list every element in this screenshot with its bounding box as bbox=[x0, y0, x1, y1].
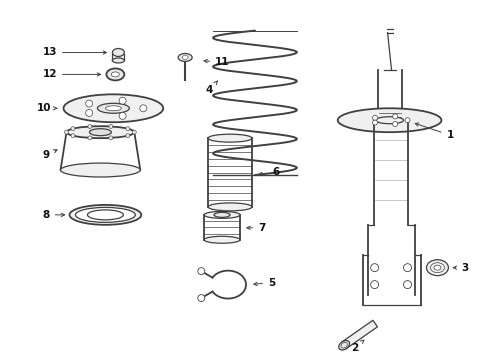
Ellipse shape bbox=[203, 236, 240, 243]
Circle shape bbox=[119, 112, 126, 120]
Text: 2: 2 bbox=[350, 340, 363, 354]
Ellipse shape bbox=[66, 126, 134, 138]
Circle shape bbox=[392, 114, 397, 119]
Ellipse shape bbox=[337, 108, 441, 132]
Ellipse shape bbox=[63, 94, 163, 122]
Circle shape bbox=[119, 97, 126, 104]
Circle shape bbox=[125, 134, 130, 138]
Circle shape bbox=[197, 268, 204, 275]
Ellipse shape bbox=[75, 207, 135, 222]
Ellipse shape bbox=[426, 260, 447, 276]
Ellipse shape bbox=[87, 210, 123, 220]
Text: 8: 8 bbox=[42, 210, 64, 220]
Circle shape bbox=[404, 118, 409, 123]
Text: 6: 6 bbox=[258, 167, 279, 177]
Text: 5: 5 bbox=[253, 278, 275, 288]
Ellipse shape bbox=[105, 106, 121, 111]
Polygon shape bbox=[341, 320, 377, 348]
Circle shape bbox=[85, 100, 92, 107]
Circle shape bbox=[403, 264, 411, 272]
Text: 10: 10 bbox=[37, 103, 57, 113]
Ellipse shape bbox=[182, 55, 188, 59]
Circle shape bbox=[372, 116, 377, 120]
Text: 7: 7 bbox=[246, 223, 265, 233]
Ellipse shape bbox=[111, 72, 119, 77]
Ellipse shape bbox=[203, 211, 240, 219]
Circle shape bbox=[370, 280, 378, 289]
Text: 13: 13 bbox=[42, 48, 106, 58]
Circle shape bbox=[132, 130, 136, 134]
Text: 4: 4 bbox=[204, 81, 217, 95]
Ellipse shape bbox=[433, 265, 440, 270]
Circle shape bbox=[392, 122, 397, 126]
Ellipse shape bbox=[97, 103, 129, 113]
Ellipse shape bbox=[340, 342, 346, 348]
Ellipse shape bbox=[69, 205, 141, 225]
Ellipse shape bbox=[214, 212, 229, 217]
Text: 9: 9 bbox=[42, 150, 57, 160]
Circle shape bbox=[125, 127, 130, 131]
Circle shape bbox=[140, 105, 146, 112]
Circle shape bbox=[85, 109, 92, 116]
Ellipse shape bbox=[429, 263, 444, 273]
Circle shape bbox=[71, 127, 75, 131]
Ellipse shape bbox=[178, 54, 192, 62]
Ellipse shape bbox=[61, 163, 140, 177]
Circle shape bbox=[109, 125, 113, 129]
Ellipse shape bbox=[89, 129, 111, 136]
Circle shape bbox=[88, 136, 92, 140]
Circle shape bbox=[64, 130, 68, 134]
Ellipse shape bbox=[338, 341, 349, 350]
Text: 11: 11 bbox=[203, 58, 229, 67]
Circle shape bbox=[71, 134, 75, 138]
Circle shape bbox=[88, 125, 92, 129]
Text: 1: 1 bbox=[414, 123, 453, 140]
Circle shape bbox=[403, 280, 411, 289]
Ellipse shape bbox=[112, 49, 124, 57]
Ellipse shape bbox=[112, 58, 124, 63]
Ellipse shape bbox=[208, 203, 251, 211]
Ellipse shape bbox=[375, 117, 403, 124]
Circle shape bbox=[370, 264, 378, 272]
Text: 3: 3 bbox=[452, 263, 468, 273]
Circle shape bbox=[197, 294, 204, 302]
Text: 12: 12 bbox=[42, 69, 101, 80]
Ellipse shape bbox=[208, 134, 251, 142]
Ellipse shape bbox=[106, 68, 124, 80]
Circle shape bbox=[372, 120, 377, 125]
Circle shape bbox=[109, 136, 113, 140]
